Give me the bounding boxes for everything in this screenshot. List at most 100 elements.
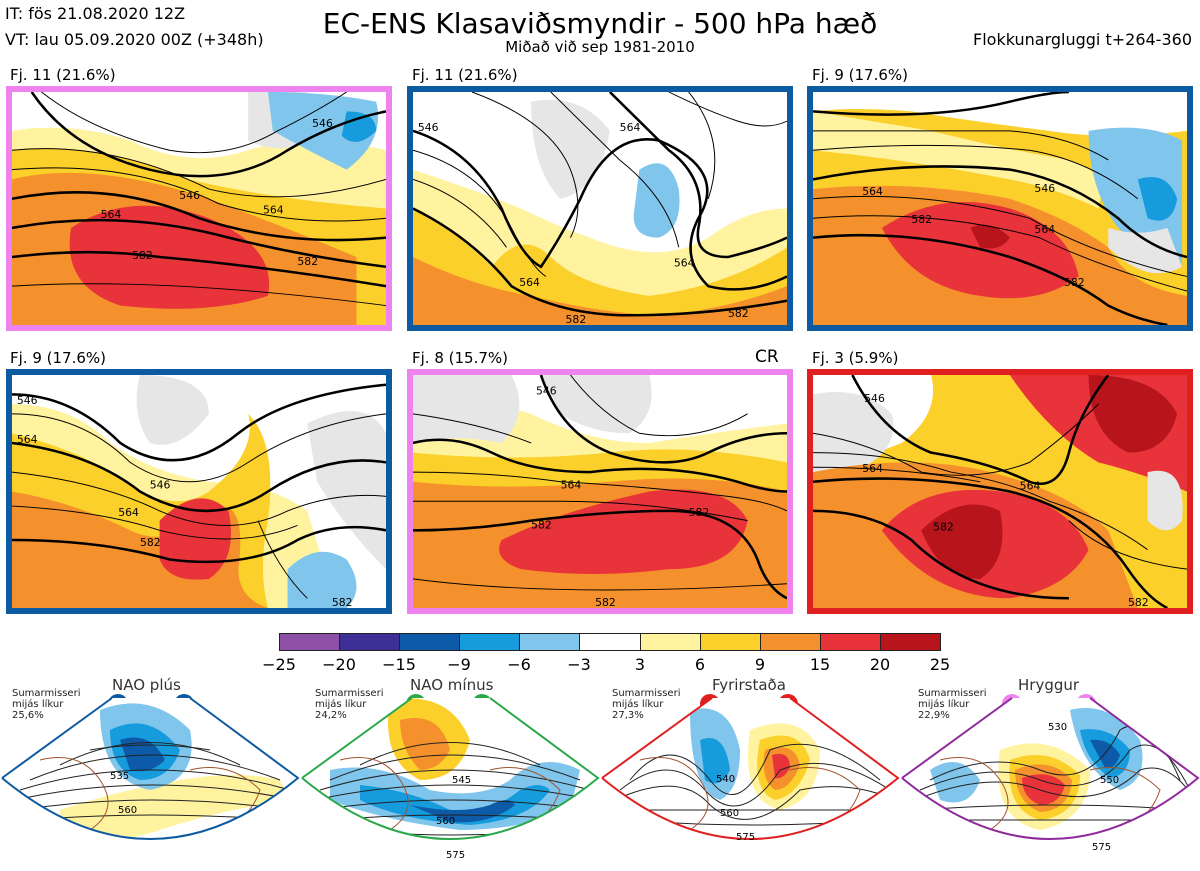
contour-label: 564 (118, 506, 139, 519)
contour-label: 564 (862, 462, 883, 475)
regime-title: Fyrirstaða (712, 676, 786, 694)
contour-label: 550 (1100, 775, 1119, 786)
colorbar-tick: −9 (447, 655, 471, 674)
colorbar-tick: 3 (634, 655, 646, 674)
contour-label: 582 (1128, 596, 1149, 608)
cluster-map-panel: 546 564 546 564 582 582 (6, 86, 392, 331)
regime-note: Sumarmisseri mijás líkur 24,2% (315, 688, 384, 721)
contour-label: 546 (864, 392, 885, 405)
contour-label: 582 (531, 518, 552, 531)
regime-map: 535 560 (0, 690, 300, 868)
contour-label: 575 (1092, 842, 1111, 853)
panel-label: Fj. 9 (17.6%) (10, 349, 106, 367)
contour-label: 564 (862, 185, 883, 198)
contour-label: 582 (132, 249, 153, 262)
regime-map: 545 560 575 (300, 690, 600, 868)
contour-label: 564 (561, 479, 582, 492)
colorbar-swatch (880, 634, 941, 650)
contour-label: 582 (728, 307, 749, 320)
valid-time: VT: lau 05.09.2020 00Z (+348h) (5, 30, 264, 49)
contour-label: 545 (452, 775, 471, 786)
regime-title: NAO plús (112, 676, 181, 694)
contour-label: 564 (263, 203, 284, 216)
colorbar-tick: 9 (754, 655, 766, 674)
colorbar-tick: −25 (262, 655, 296, 674)
cr-label: CR (755, 347, 779, 367)
contour-label: 564 (17, 433, 38, 446)
colorbar-tick: 15 (809, 655, 831, 674)
cluster-map-panel: 546 564 582 582 582 (407, 369, 793, 614)
contour-label: 560 (118, 805, 137, 816)
panel-label: Fj. 11 (21.6%) (10, 66, 116, 84)
colorbar-swatch (580, 634, 641, 650)
colorbar-swatch (760, 634, 821, 650)
colorbar-tick: 20 (869, 655, 891, 674)
contour-label: 546 (536, 384, 557, 397)
colorbar-tick: −20 (322, 655, 356, 674)
anomaly-map: 546 564 582 564 582 (813, 92, 1187, 325)
panel-label: Fj. 3 (5.9%) (812, 349, 899, 367)
anomaly-map: 546 564 564 564 582 582 (413, 92, 787, 325)
contour-label: 546 (312, 117, 333, 130)
colorbar-tick: −3 (567, 655, 591, 674)
contour-label: 582 (595, 596, 616, 608)
cluster-map-panel: 546 564 564 582 582 (807, 369, 1193, 614)
contour-label: 546 (179, 189, 200, 202)
contour-label: 564 (1034, 223, 1055, 236)
regime-note: Sumarmisseri mijás líkur 25,6% (12, 688, 81, 721)
colorbar-swatch (280, 634, 341, 650)
regime-map: 540 560 575 (600, 690, 900, 868)
contour-label: 582 (1064, 276, 1085, 289)
contour-label: 582 (689, 506, 710, 519)
contour-label: 575 (736, 832, 755, 843)
classification-window: Flokkunargluggi t+264-360 (973, 30, 1192, 49)
anomaly-map: 546 564 546 564 582 582 (12, 375, 386, 608)
colorbar-tick: 25 (929, 655, 951, 674)
contour-label: 540 (716, 774, 735, 785)
contour-label: 564 (1020, 480, 1041, 493)
cluster-map-panel: 546 564 564 564 582 582 (407, 86, 793, 331)
colorbar-swatch (820, 634, 881, 650)
anomaly-map: 546 564 564 582 582 (813, 375, 1187, 608)
colorbar (279, 633, 941, 651)
contour-label: 582 (297, 255, 318, 268)
panel-label: Fj. 9 (17.6%) (812, 66, 908, 84)
contour-label: 582 (332, 596, 353, 608)
colorbar-swatch (640, 634, 701, 650)
contour-label: 582 (566, 313, 587, 325)
contour-label: 564 (674, 257, 695, 270)
regime-title: NAO mínus (410, 676, 494, 694)
contour-label: 546 (1034, 182, 1055, 195)
contour-label: 546 (418, 121, 439, 134)
contour-label: 564 (620, 121, 641, 134)
contour-label: 535 (110, 771, 129, 782)
page-subtitle: Miðað við sep 1981-2010 (505, 38, 695, 56)
colorbar-swatch (700, 634, 761, 650)
contour-label: 546 (150, 479, 171, 492)
colorbar-tick: 6 (694, 655, 706, 674)
page-title: EC-ENS Klasaviðsmyndir - 500 hPa hæð (322, 7, 878, 40)
anomaly-map: 546 564 582 582 582 (413, 375, 787, 608)
colorbar-swatch (520, 634, 581, 650)
colorbar-swatch (460, 634, 521, 650)
panel-label: Fj. 8 (15.7%) (412, 349, 508, 367)
anomaly-map: 546 564 546 564 582 582 (12, 92, 386, 325)
contour-label: 560 (436, 816, 455, 827)
contour-label: 564 (101, 208, 122, 221)
contour-label: 530 (1048, 722, 1067, 733)
contour-label: 575 (446, 850, 465, 861)
contour-label: 582 (933, 520, 954, 533)
contour-label: 564 (519, 276, 540, 289)
contour-label: 582 (140, 536, 161, 549)
colorbar-tick: −15 (382, 655, 416, 674)
regime-title: Hryggur (1018, 676, 1080, 694)
contour-label: 560 (720, 808, 739, 819)
cluster-map-panel: 546 564 546 564 582 582 (6, 369, 392, 614)
regime-note: Sumarmisseri mijás líkur 22,9% (918, 688, 987, 721)
colorbar-swatch (400, 634, 461, 650)
contour-label: 546 (17, 394, 38, 407)
colorbar-tick: −6 (507, 655, 531, 674)
colorbar-swatch (340, 634, 401, 650)
initial-time: IT: fös 21.08.2020 12Z (5, 4, 186, 23)
regime-map: 530 550 575 (900, 690, 1200, 868)
